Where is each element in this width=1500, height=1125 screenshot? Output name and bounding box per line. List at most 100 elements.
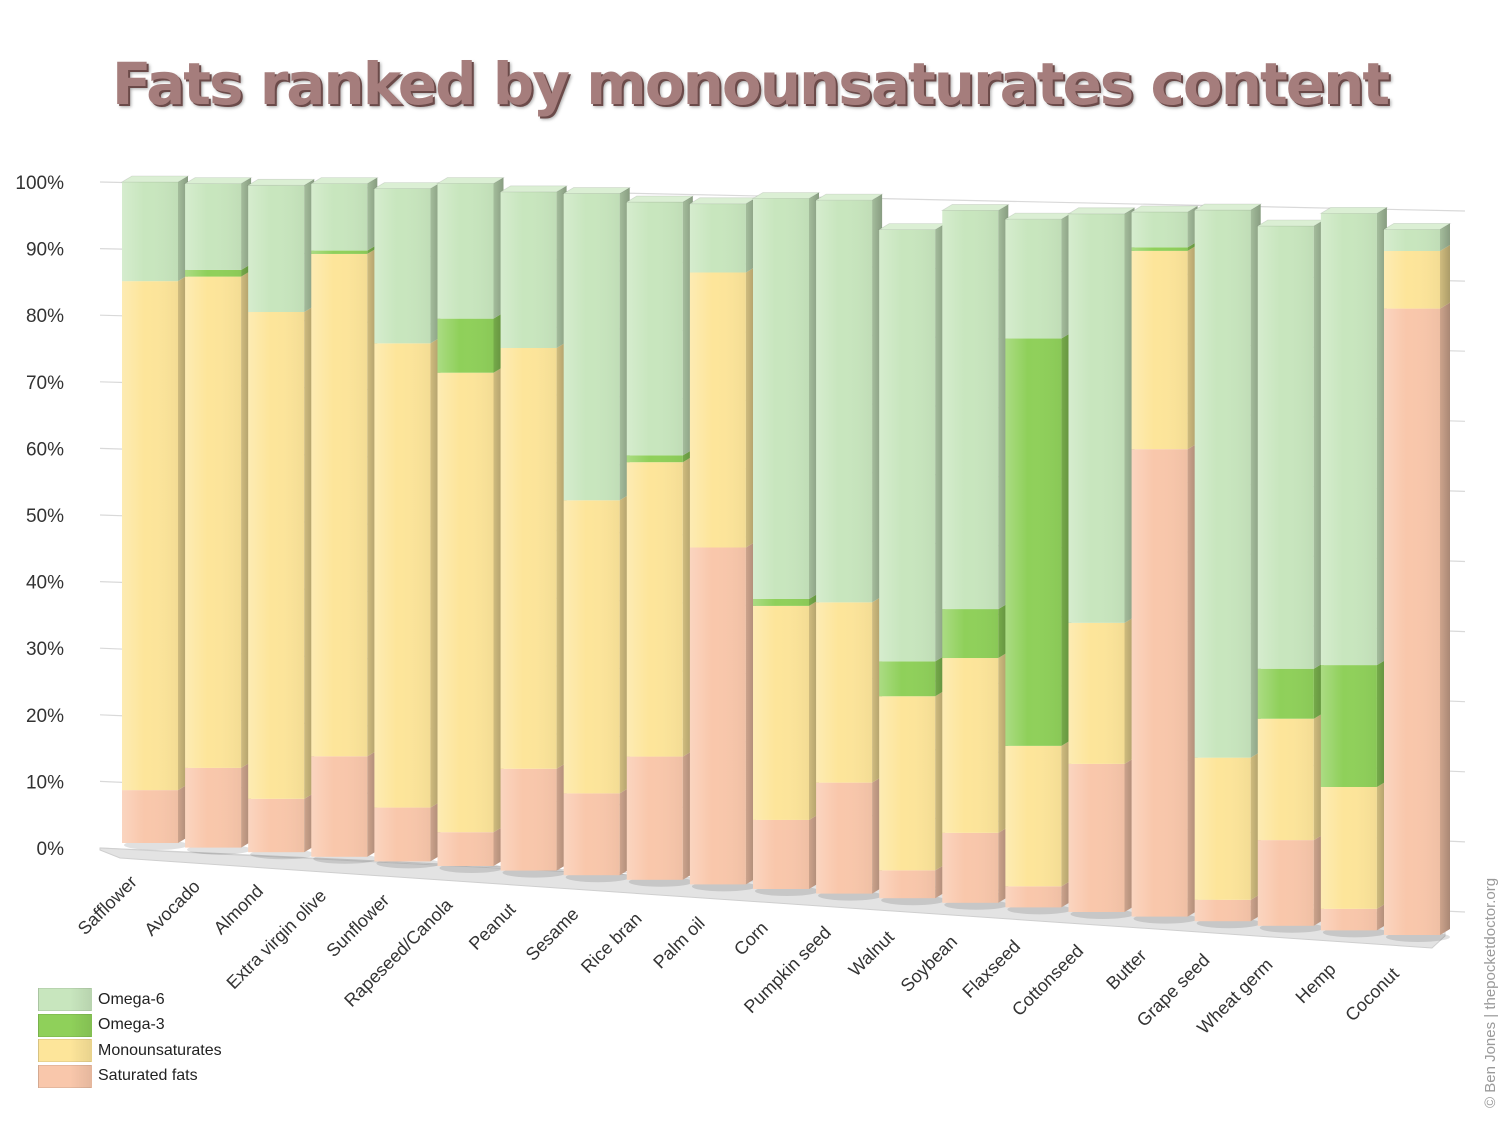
bar-segment-shine [816,782,873,894]
bar-segment-shine [374,343,431,808]
bar-segment-shine [753,198,809,599]
bar-segment-shine [1384,251,1440,309]
bar-segment-shine [1068,213,1125,623]
bar-stack [814,193,884,901]
bar-stack [372,182,442,869]
bar-top-cap-highlight [500,185,567,192]
y-tick-label: 70% [26,373,64,394]
bar-segment-shine [879,870,936,899]
bar-segment-shine [942,609,999,659]
bar-segment-shine [753,598,809,606]
bar-segment-shine [311,253,368,757]
bar-segment-shine [248,798,305,853]
bar-stack [751,192,821,896]
bar-top-cap [940,204,1010,211]
bar-segment-shine [1005,338,1062,746]
bar-segment-shine [689,203,746,273]
legend-label: Saturated fats [98,1067,198,1085]
legend-label: Omega-3 [98,1016,165,1034]
legend-swatch [38,1013,92,1037]
bar-segment-shine [626,202,683,456]
x-category-label: Safflower [74,872,141,939]
bar-segment-shine [879,661,936,697]
bar-top-cap [1319,206,1389,214]
x-category-label: Sesame [522,904,583,965]
bar-segment-shine [1005,219,1062,339]
bar-top-cap-highlight [437,177,504,184]
y-tick-label: 0% [37,839,65,860]
x-category-label: Corn [730,918,772,960]
bar-top-cap-highlight [248,179,315,186]
bar-segment-shine [626,455,683,463]
x-category-label: Palm oil [649,913,708,972]
y-tick-label: 90% [26,240,64,261]
bar-segment-shine [374,188,431,344]
bar-top-cap-highlight [1005,213,1072,220]
bar-stack [436,177,505,873]
bar-segment-shine [1320,908,1377,931]
legend-item: Saturated fats [38,1064,222,1090]
y-tick-label: 40% [26,573,64,594]
bar-top-cap [751,192,821,199]
credit-text: © Ben Jones | thepocketdoctor.org [1482,877,1499,1108]
x-category-label: Flaxseed [958,936,1024,1002]
bar-top-cap [1067,207,1136,215]
bar-top-cap-highlight [1257,219,1324,226]
bar-stack [1382,222,1452,942]
bar-segment-shine [753,819,809,889]
bar-top-cap [814,193,884,201]
legend-item: Omega-3 [38,1013,222,1039]
y-tick-label: 10% [26,772,64,793]
x-category-label: Coconut [1341,964,1403,1026]
bar-segment-shine [1005,745,1062,887]
y-tick-label: 80% [26,306,64,327]
bar-segment-shine [1320,665,1377,787]
x-category-label: Walnut [845,927,898,980]
y-tick-label: 60% [26,439,64,460]
bar-segment-side-shade [1440,223,1450,251]
y-axis-ticks: 0% 10% 20% 30% 40% 50% 60% 70% 80% 90% 100% [15,173,64,860]
chart-title: Fats ranked by monounsaturates content [111,50,1390,118]
bar-top-cap-highlight [122,176,188,182]
bar-segment-shine [1068,763,1125,912]
bar-top-cap-highlight [1068,207,1135,214]
bar-segment-shine [753,605,809,820]
bar-segment-shine [1131,250,1188,450]
x-category-label: Soybean [897,931,961,995]
bar-stack [1067,207,1136,919]
bar-segment-shine [500,191,557,349]
bar-top-cap [1382,222,1452,230]
bar-segment-shine [1257,225,1314,669]
x-category-label: Rice bran [577,908,646,977]
bar-segment-shine [1257,668,1314,719]
bar-segment-shine [311,756,368,857]
bar-segment-shine [1320,786,1377,909]
x-category-label: Butter [1102,945,1150,993]
y-tick-label: 50% [26,506,64,527]
bar-segment-shine [437,372,494,833]
bar-segment-shine [122,182,178,282]
bar-top-cap-highlight [311,177,378,184]
bar-segment-shine [689,547,746,885]
bar-stack [940,204,1010,910]
bar-top-cap-highlight [1194,204,1261,211]
bar-stack [1193,203,1263,929]
legend-label: Omega-6 [98,990,165,1008]
bar-segment-shine [500,348,557,769]
bar-segment-shine [816,602,873,783]
bar-segment-shine [1384,308,1440,936]
bar-segment-shine [1257,718,1314,841]
bar-segment-shine [122,281,178,791]
bar-top-cap [625,195,695,203]
bar-stack [688,197,758,892]
x-category-label: Avocado [140,876,203,939]
bar-top-cap-highlight [753,192,819,199]
bar-top-cap-highlight [1320,207,1387,214]
bar-segment-shine [1384,229,1440,251]
bar-segment-shine [437,832,494,866]
bar-segment-shine [1194,210,1251,758]
bar-segment-shine [248,185,305,313]
bar-stack [183,177,253,855]
bar-top-cap [1130,205,1200,213]
bar-segment-shine [248,312,305,799]
